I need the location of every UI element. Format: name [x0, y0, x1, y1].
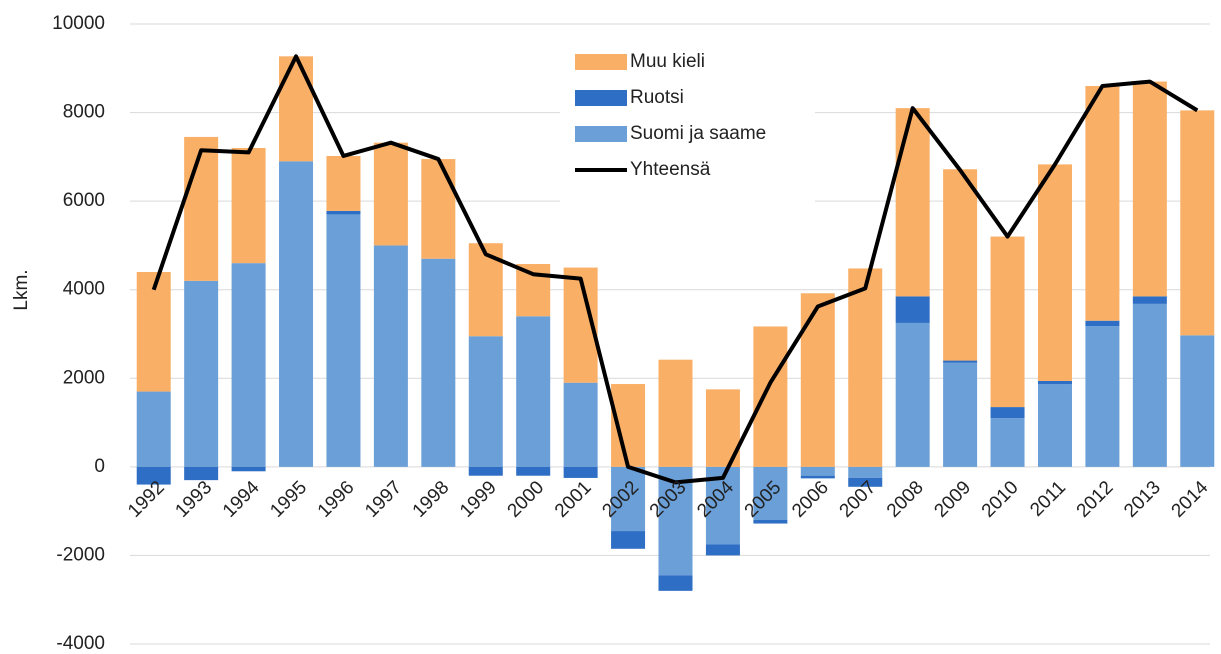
bar [468, 336, 503, 467]
bar [1037, 164, 1072, 381]
bar [1085, 86, 1120, 321]
bar [658, 359, 693, 467]
bar [373, 142, 408, 246]
bar [373, 245, 408, 467]
bar [753, 520, 788, 524]
bar [184, 136, 219, 281]
y-axis-label: Lkm. [11, 269, 32, 310]
bar [1085, 320, 1120, 327]
bar [895, 108, 930, 297]
y-tick-label: -4000 [56, 633, 105, 654]
bar [231, 148, 266, 264]
bar [753, 326, 788, 467]
x-tick-label: 1994 [219, 477, 264, 522]
x-tick-label: 2001 [551, 477, 596, 522]
bar [326, 155, 361, 211]
legend-label: Suomi ja saame [630, 123, 766, 144]
bar [184, 466, 219, 481]
x-tick-label: 2009 [930, 477, 975, 522]
bar [136, 466, 171, 485]
bar [326, 214, 361, 467]
bar [753, 466, 788, 520]
bar [1037, 384, 1072, 467]
x-tick-label: 2006 [788, 477, 833, 522]
bar [1132, 81, 1167, 297]
legend-label: Muu kieli [630, 51, 705, 72]
x-tick-label: 2011 [1026, 477, 1070, 521]
x-tick-label: 2013 [1120, 477, 1165, 522]
bar [990, 407, 1025, 419]
legend-label: Ruotsi [630, 87, 684, 108]
bar [943, 362, 978, 467]
legend-swatch [575, 90, 627, 106]
bar [990, 418, 1025, 467]
x-tick-label: 1993 [171, 477, 216, 522]
bar [136, 391, 171, 467]
bar [990, 236, 1025, 408]
legend-swatch [575, 54, 627, 70]
bar [136, 272, 171, 392]
x-tick-label: 1995 [266, 477, 311, 522]
x-tick-label: 2008 [883, 477, 928, 522]
legend-label: Yhteensä [630, 159, 711, 180]
bar [563, 382, 598, 467]
y-tick-label: 4000 [63, 279, 105, 300]
x-tick-label: 1999 [456, 477, 501, 522]
x-tick-label: 2000 [504, 477, 549, 522]
bar [1180, 335, 1215, 467]
x-tick-label: 2014 [1168, 477, 1213, 522]
bar [705, 544, 740, 556]
y-tick-label: 0 [94, 456, 105, 477]
bar [658, 466, 693, 576]
bar [848, 466, 883, 478]
x-tick-label: 1998 [409, 477, 454, 522]
x-tick-label: 2012 [1073, 477, 1118, 522]
bar [800, 475, 835, 479]
bar [800, 293, 835, 467]
y-tick-label: 8000 [63, 102, 105, 123]
x-tick-label: 2010 [978, 477, 1023, 522]
bar [1132, 303, 1167, 467]
bar [848, 477, 883, 487]
bar [1132, 296, 1167, 304]
bar [611, 531, 646, 549]
x-tick-label: 1997 [361, 477, 406, 522]
x-tick-label: 1996 [314, 477, 359, 522]
bar [279, 56, 314, 162]
bar [468, 466, 503, 476]
y-tick-label: 2000 [63, 367, 105, 388]
bar [1037, 380, 1072, 385]
bar [943, 360, 978, 363]
y-tick-label: 6000 [63, 190, 105, 211]
bar [611, 466, 646, 532]
bar [326, 210, 361, 215]
bar [279, 161, 314, 467]
legend-swatch [575, 126, 627, 142]
y-tick-label: 10000 [52, 13, 105, 34]
bar [516, 316, 551, 467]
bar [184, 280, 219, 467]
bar [516, 466, 551, 476]
bar [563, 466, 598, 478]
bar [1180, 110, 1215, 336]
bar [800, 466, 835, 476]
bar [1085, 326, 1120, 467]
bar [943, 169, 978, 361]
bar [516, 264, 551, 317]
bar [421, 159, 456, 259]
line [151, 54, 1199, 485]
bar [848, 268, 883, 467]
bar [658, 575, 693, 591]
bar [895, 322, 930, 467]
bar [231, 263, 266, 467]
y-tick-label: -2000 [56, 544, 105, 565]
bar [231, 466, 266, 472]
bar [421, 258, 456, 467]
bar [895, 296, 930, 323]
